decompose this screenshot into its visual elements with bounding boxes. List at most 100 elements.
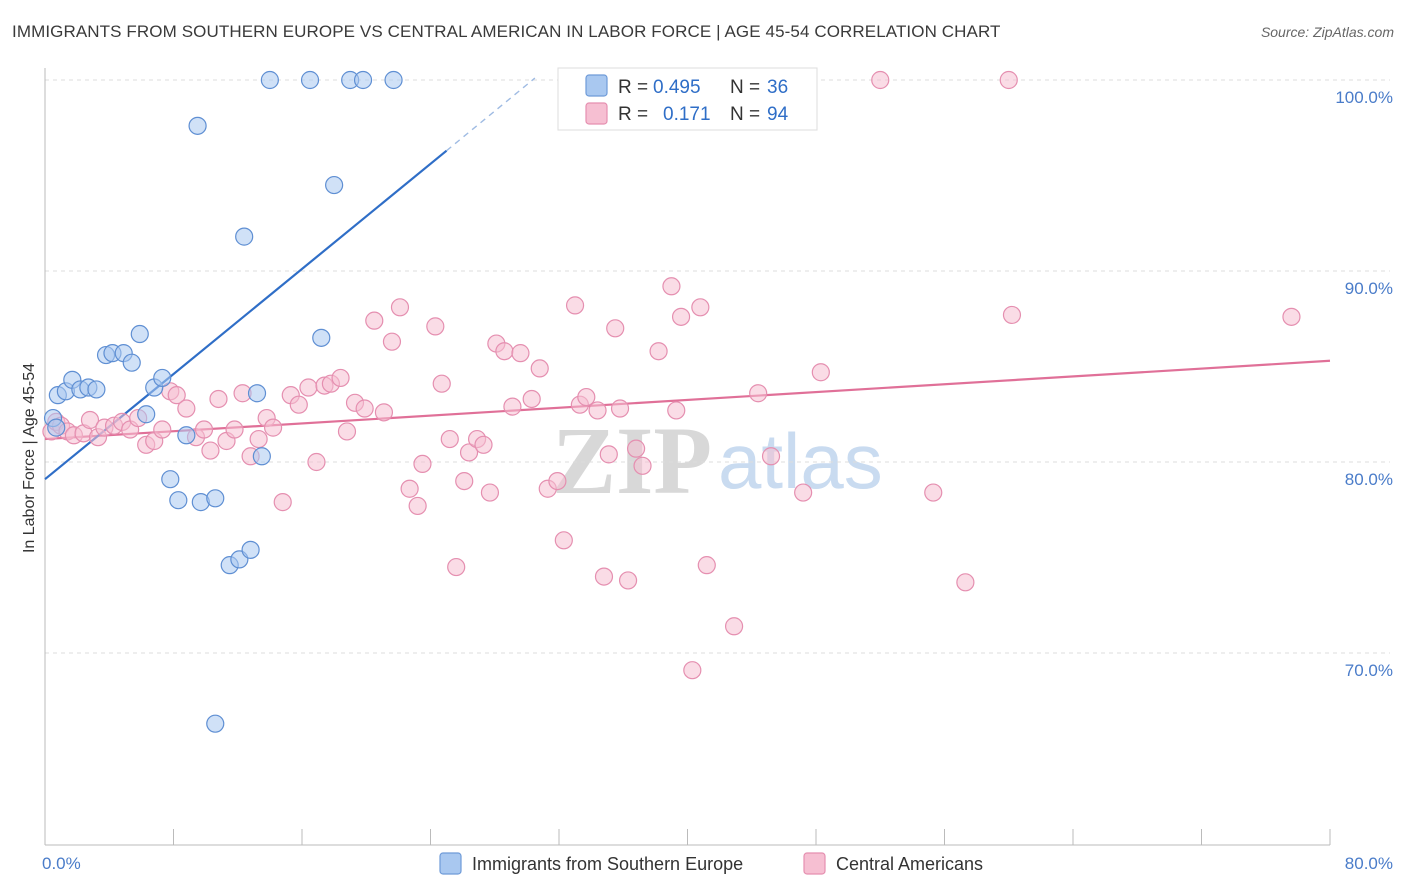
legend-n-label-pink: N = — [730, 104, 760, 125]
gridlines: 70.0% 80.0% 90.0% 100.0% — [45, 79, 1393, 680]
trend-line-southern-europe-extension — [446, 77, 536, 152]
y-tick-label-70: 70.0% — [1345, 661, 1393, 680]
chart-title: IMMIGRANTS FROM SOUTHERN EUROPE VS CENTR… — [12, 22, 1001, 41]
central-americans-point-17 — [167, 386, 186, 405]
central-americans-point-15 — [153, 420, 172, 439]
central-americans-point-92 — [956, 573, 975, 592]
central-americans-point-46 — [408, 496, 427, 516]
bottom-legend-swatch-pink — [803, 852, 826, 875]
central-americans-point-80 — [671, 307, 691, 326]
series-southern-europe — [43, 70, 403, 733]
legend-swatch-pink — [585, 102, 608, 125]
central-americans-point-24 — [225, 420, 244, 439]
central-americans-point-34 — [307, 452, 326, 472]
central-americans-point-29 — [263, 418, 283, 437]
southern-europe-point-21 — [206, 489, 225, 508]
central-americans-point-88 — [794, 483, 813, 502]
southern-europe-point-19 — [188, 116, 207, 135]
central-americans-point-82 — [691, 298, 710, 317]
legend-swatch-blue — [585, 74, 608, 97]
central-americans-point-93 — [999, 70, 1018, 90]
bottom-legend-label-blue: Immigrants from Southern Europe — [472, 854, 743, 874]
southern-europe-point-32 — [312, 328, 331, 347]
central-americans-point-53 — [459, 443, 479, 462]
central-americans-point-41 — [365, 311, 384, 330]
central-americans-point-79 — [667, 401, 686, 420]
central-americans-point-75 — [626, 439, 646, 458]
central-americans-point-43 — [382, 332, 402, 351]
central-americans-point-77 — [649, 342, 668, 361]
central-americans-point-49 — [432, 374, 451, 393]
central-americans-point-27 — [249, 429, 268, 449]
central-americans-point-62 — [530, 359, 549, 378]
southern-europe-point-13 — [137, 405, 156, 424]
central-americans-point-48 — [426, 317, 445, 336]
southern-europe-point-31 — [325, 175, 344, 195]
central-americans-point-37 — [331, 368, 350, 388]
central-americans-point-87 — [761, 447, 781, 466]
central-americans-point-78 — [662, 277, 681, 296]
southern-europe-point-15 — [153, 368, 172, 388]
central-americans-point-95 — [1282, 307, 1301, 326]
central-americans-point-84 — [724, 617, 744, 636]
central-americans-point-91 — [924, 483, 943, 502]
series-central-americans — [42, 70, 1301, 680]
central-americans-point-64 — [548, 472, 567, 491]
y-tick-label-100: 100.0% — [1335, 88, 1393, 107]
southern-europe-point-7 — [87, 380, 106, 399]
central-americans-point-73 — [610, 399, 630, 418]
y-tick-label-80: 80.0% — [1345, 470, 1393, 489]
central-americans-point-70 — [594, 567, 614, 586]
x-tick-label-max: 80.0% — [1345, 854, 1393, 873]
central-americans-point-33 — [299, 378, 318, 397]
southern-europe-point-11 — [122, 353, 141, 372]
bottom-legend-swatch-blue — [439, 852, 462, 875]
central-americans-point-65 — [554, 531, 573, 550]
legend-r-value-pink: 0.171 — [663, 104, 711, 125]
southern-europe-point-17 — [169, 491, 188, 510]
southern-europe-point-24 — [235, 227, 254, 246]
trend-line-central-americans — [44, 359, 1331, 441]
central-americans-point-45 — [400, 479, 419, 498]
southern-europe-point-34 — [353, 70, 373, 90]
central-americans-point-40 — [355, 399, 374, 418]
central-americans-point-44 — [390, 298, 410, 317]
central-americans-point-42 — [374, 403, 394, 422]
central-americans-point-72 — [606, 319, 625, 338]
southern-europe-point-29 — [260, 70, 279, 90]
central-americans-point-47 — [413, 454, 432, 474]
y-axis-title: In Labor Force | Age 45-54 — [21, 363, 38, 553]
central-americans-point-58 — [495, 342, 514, 361]
central-americans-point-18 — [177, 399, 196, 418]
central-americans-point-51 — [447, 557, 466, 577]
legend-n-value-blue: 36 — [767, 77, 788, 98]
central-americans-point-20 — [194, 420, 214, 439]
legend-r-value-blue: 0.495 — [653, 77, 701, 98]
southern-europe-point-28 — [206, 714, 225, 733]
legend-n-label-blue: N = — [730, 77, 760, 98]
x-tick-label-min: 0.0% — [42, 854, 81, 873]
central-americans-point-94 — [1002, 305, 1022, 325]
series-legend: Immigrants from Southern Europe Central … — [439, 852, 983, 875]
source-credit: Source: ZipAtlas.com — [1260, 24, 1394, 40]
central-americans-point-89 — [811, 363, 830, 382]
central-americans-point-50 — [440, 429, 459, 449]
central-americans-point-74 — [618, 571, 638, 590]
southern-europe-point-25 — [241, 540, 260, 559]
central-americans-point-68 — [577, 387, 596, 407]
y-tick-label-90: 90.0% — [1345, 279, 1393, 298]
southern-europe-point-35 — [384, 70, 403, 90]
legend-r-label-blue: R = — [618, 77, 648, 98]
central-americans-point-71 — [599, 445, 618, 464]
southern-europe-point-16 — [161, 470, 180, 489]
southern-europe-point-26 — [247, 384, 267, 403]
central-americans-point-22 — [209, 389, 228, 409]
central-americans-point-55 — [474, 435, 493, 454]
central-americans-point-30 — [273, 493, 292, 512]
central-americans-point-86 — [749, 384, 768, 403]
southern-europe-point-18 — [177, 426, 196, 445]
axes: 0.0% 80.0% — [42, 68, 1393, 873]
central-americans-point-59 — [503, 397, 522, 416]
central-americans-point-90 — [871, 70, 890, 90]
